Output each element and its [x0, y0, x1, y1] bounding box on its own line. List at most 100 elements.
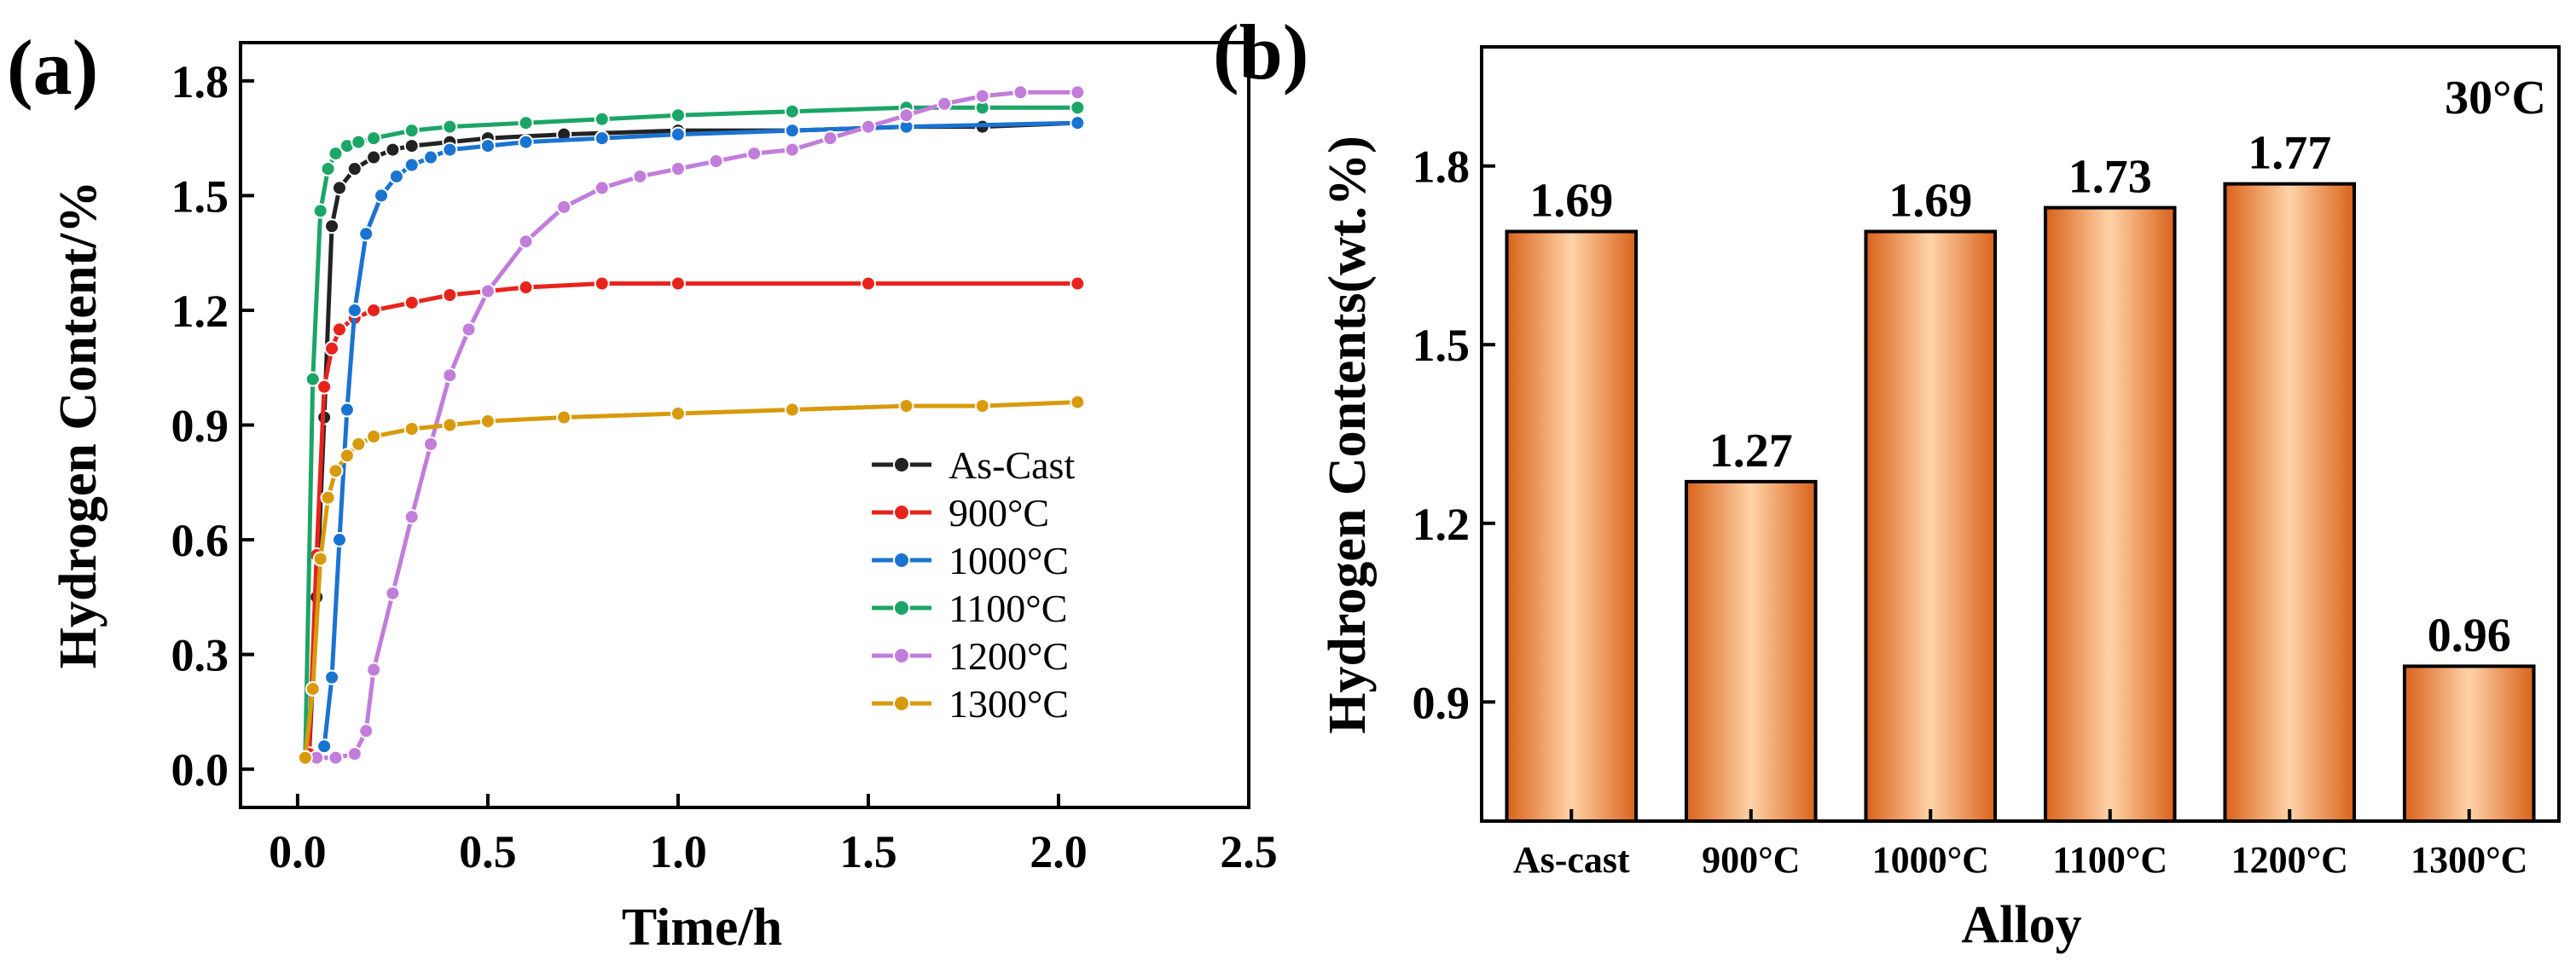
data-point — [670, 406, 686, 422]
data-point — [328, 749, 344, 766]
data-point — [346, 161, 363, 177]
y-axis-a: 0.0 0.3 0.6 0.9 1.2 1.5 1.8 — [171, 56, 254, 796]
bar-value-label: 0.96 — [2428, 609, 2511, 662]
y-axis-title-a: Hydrogen Content/% — [49, 181, 107, 668]
data-point — [670, 126, 686, 142]
data-point — [1070, 84, 1086, 101]
data-point — [746, 146, 763, 162]
data-point — [784, 123, 800, 139]
data-point — [518, 280, 534, 296]
data-point — [320, 489, 336, 506]
legend-label: 1100°C — [949, 587, 1067, 630]
data-point — [442, 287, 458, 304]
data-point — [331, 321, 347, 338]
plot-frame-b — [1480, 45, 2561, 823]
data-point — [328, 463, 344, 479]
data-point — [479, 138, 496, 154]
category-label: 1300°C — [2411, 839, 2527, 881]
data-point — [324, 218, 340, 234]
data-point — [366, 428, 382, 444]
data-point — [860, 119, 876, 135]
line-chart-panel: (a) 0.0 0.3 0.6 0.9 1.2 1.5 1.8 0.0 0.5 1.0 1.5 2.… — [7, 24, 1278, 957]
data-point — [320, 161, 336, 177]
legend-marker — [893, 504, 910, 521]
bar — [2043, 205, 2177, 824]
series-4 — [309, 84, 1086, 766]
legend-marker — [893, 599, 910, 616]
data-point — [312, 551, 328, 567]
y-tick-label: 0.6 — [171, 515, 229, 566]
data-point — [305, 680, 321, 697]
legend-marker — [893, 552, 910, 569]
temperature-annotation: 30°C — [2445, 72, 2546, 124]
data-point — [374, 188, 390, 204]
data-point — [442, 119, 458, 135]
data-point — [366, 149, 382, 165]
data-point — [351, 134, 367, 150]
data-point — [385, 585, 401, 601]
legend-marker — [893, 647, 910, 664]
legend-label: 1300°C — [949, 682, 1069, 726]
data-point — [898, 107, 914, 124]
panel-a-label: (a) — [7, 24, 98, 111]
data-point — [346, 746, 363, 762]
x-axis-title-a: Time/h — [622, 899, 782, 957]
series-2 — [309, 115, 1086, 766]
data-point — [784, 402, 800, 418]
series-1 — [301, 275, 1086, 762]
series-3 — [297, 100, 1086, 766]
y-axis-b: 0.9 1.2 1.5 1.8 — [1413, 142, 1495, 728]
data-point — [385, 142, 401, 158]
data-point — [784, 103, 800, 119]
data-point — [366, 302, 382, 318]
data-point — [670, 107, 686, 124]
x-tick-label: 0.5 — [459, 826, 517, 877]
data-point — [479, 414, 496, 430]
bar — [1684, 479, 1818, 824]
bar — [2402, 664, 2536, 824]
data-point — [346, 302, 363, 318]
data-point — [366, 130, 382, 147]
data-point — [403, 420, 420, 437]
data-point — [423, 149, 439, 165]
data-point — [708, 153, 724, 170]
data-point — [898, 398, 914, 414]
data-point — [461, 321, 477, 338]
data-point — [339, 448, 355, 464]
data-point — [518, 234, 534, 250]
data-point — [670, 161, 686, 177]
legend-label: 1200°C — [949, 634, 1069, 678]
data-point — [1012, 84, 1029, 101]
bar-value-label: 1.69 — [1888, 175, 1972, 228]
y-tick-label: 0.0 — [171, 744, 229, 796]
legend-marker — [893, 456, 910, 473]
data-point — [403, 294, 420, 310]
bar-value-label: 1.73 — [2068, 151, 2152, 204]
data-point — [403, 138, 420, 154]
data-point — [366, 662, 382, 678]
data-point — [937, 95, 953, 112]
data-point — [1070, 100, 1086, 116]
data-point — [442, 142, 458, 158]
data-point — [442, 367, 458, 384]
data-point — [518, 115, 534, 131]
data-point — [594, 275, 610, 292]
data-point — [328, 146, 344, 162]
data-point — [403, 123, 420, 139]
bars-group: 1.69 As-cast 1.27 900°C 1.69 1000°C 1.73 1100°C… — [1505, 127, 2536, 881]
legend-marker — [893, 695, 910, 712]
data-point — [1070, 394, 1086, 410]
data-point — [1070, 275, 1086, 292]
data-point — [594, 111, 610, 127]
data-point — [331, 532, 347, 548]
data-point — [403, 157, 420, 173]
legend-label: As-Cast — [949, 443, 1075, 487]
data-point — [974, 88, 990, 104]
data-point — [594, 180, 610, 196]
bar-chart-panel: (b) 30°C 0.9 1.2 1.5 1.8 1.69 As-cast 1.27 900… — [1213, 9, 2561, 954]
data-point — [297, 749, 313, 766]
y-tick-label: 1.5 — [1413, 320, 1471, 371]
data-point — [358, 226, 374, 242]
data-point — [331, 180, 347, 196]
x-axis-a: 0.0 0.5 1.0 1.5 2.0 2.5 — [269, 794, 1278, 877]
